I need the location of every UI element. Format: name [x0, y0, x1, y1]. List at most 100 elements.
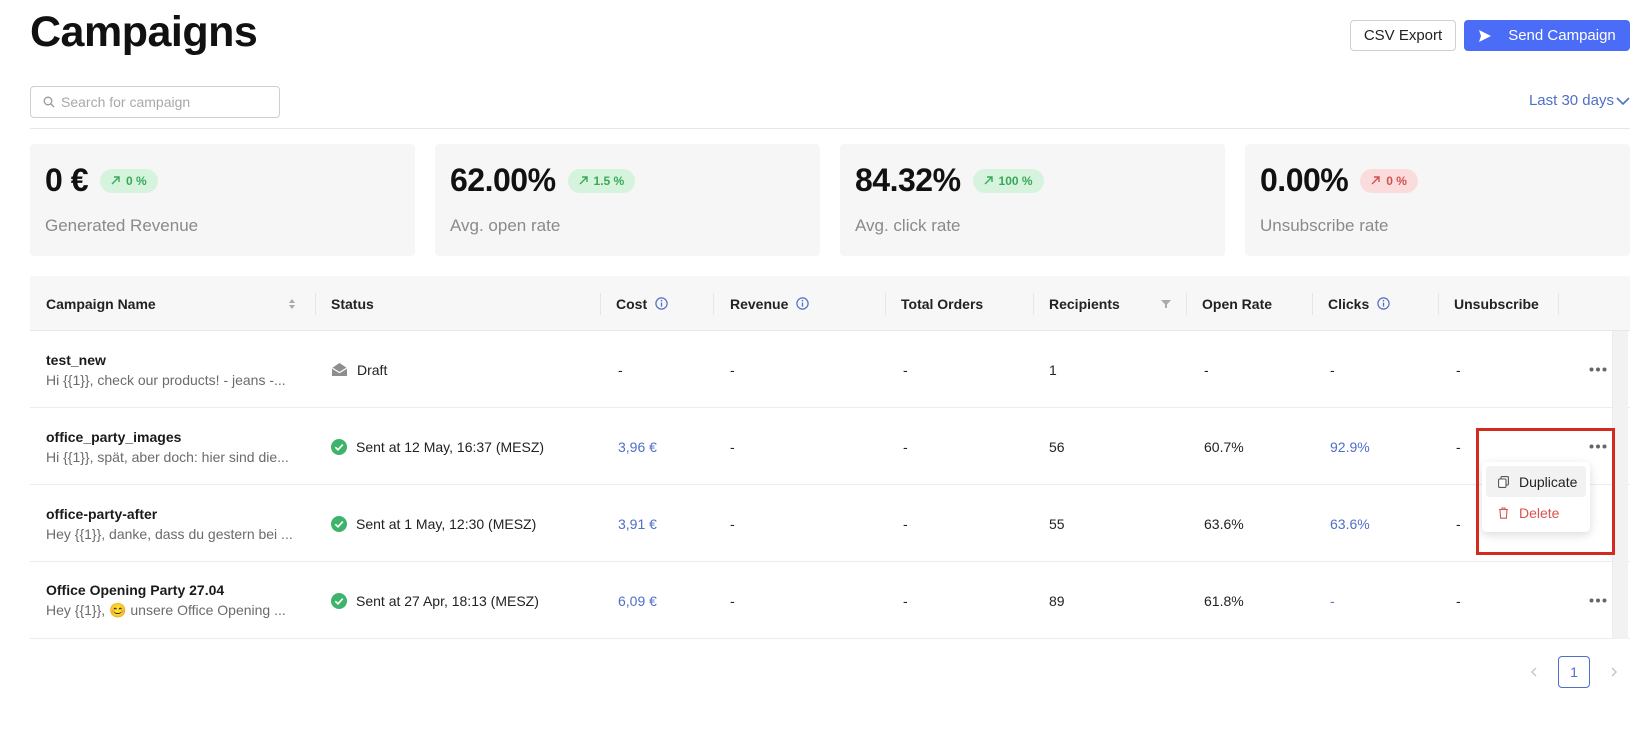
clicks-cell[interactable]: 63.6%	[1330, 515, 1370, 532]
revenue-cell: -	[730, 592, 735, 609]
trend-badge: 0 %	[99, 168, 158, 193]
stat-label: Avg. open rate	[450, 216, 561, 235]
column-divider	[1312, 293, 1313, 315]
column-divider	[315, 293, 316, 315]
campaign-name-cell: test_new Hi {{1}}, check our products! -…	[46, 331, 298, 408]
status-text: Sent at 1 May, 12:30 (MESZ)	[356, 515, 537, 532]
column-label: Clicks	[1328, 295, 1370, 312]
search-box[interactable]	[30, 86, 280, 118]
page-number-button[interactable]: 1	[1558, 656, 1590, 688]
status-cell: Sent at 12 May, 16:37 (MESZ)	[331, 408, 544, 485]
campaigns-table: Campaign Name Status Cost Revenue Total …	[30, 276, 1630, 639]
table-row[interactable]: office_party_images Hi {{1}}, spät, aber…	[30, 408, 1630, 485]
status-cell: Sent at 1 May, 12:30 (MESZ)	[331, 485, 536, 562]
column-header-clicks: Clicks	[1328, 276, 1390, 331]
orders-cell: -	[903, 361, 908, 378]
recipients-cell: 89	[1049, 592, 1065, 609]
trend-badge: 1.5 %	[567, 168, 636, 193]
next-page-button[interactable]	[1604, 656, 1624, 688]
cost-cell[interactable]: 3,96 €	[618, 438, 657, 455]
info-icon[interactable]	[655, 297, 668, 310]
row-actions-menu: Duplicate Delete	[1482, 462, 1590, 532]
delete-menu-item[interactable]: Delete	[1486, 497, 1586, 528]
column-header-campaign-name[interactable]: Campaign Name	[46, 276, 296, 331]
column-header-recipients[interactable]: Recipients	[1049, 276, 1171, 331]
column-label: Total Orders	[901, 295, 984, 312]
send-campaign-button[interactable]: Send Campaign	[1464, 20, 1630, 51]
column-divider	[1186, 293, 1187, 315]
unsubscribe-cell: -	[1456, 592, 1461, 609]
recipients-cell: 56	[1049, 438, 1065, 455]
campaign-name[interactable]: office_party_images	[46, 428, 182, 445]
table-row[interactable]: Office Opening Party 27.04 Hey {{1}}, 😊 …	[30, 562, 1630, 639]
stat-card-unsubscribe-rate: 0.00% 0 % Unsubscribe rate	[1245, 144, 1630, 256]
orders-cell: -	[903, 592, 908, 609]
more-horizontal-icon	[1589, 444, 1607, 449]
column-header-status: Status	[331, 276, 374, 331]
trend-value: 0 %	[125, 173, 147, 188]
filter-icon[interactable]	[1161, 299, 1171, 309]
status-cell: Draft	[331, 331, 387, 408]
campaign-name[interactable]: office-party-after	[46, 505, 158, 522]
table-row[interactable]: office-party-after Hey {{1}}, danke, das…	[30, 485, 1630, 562]
duplicate-menu-item[interactable]: Duplicate	[1486, 466, 1586, 497]
trend-value: 0 %	[1386, 173, 1407, 188]
more-horizontal-icon	[1589, 598, 1607, 603]
envelope-open-icon	[331, 363, 348, 376]
stat-value: 62.00%	[450, 162, 556, 198]
clicks-cell[interactable]: 92.9%	[1330, 438, 1370, 455]
date-range-select[interactable]: Last 30 days	[1529, 92, 1630, 109]
copy-icon	[1498, 475, 1509, 488]
campaign-name[interactable]: Office Opening Party 27.04	[46, 582, 225, 598]
search-input[interactable]	[61, 94, 261, 110]
page-title: Campaigns	[30, 8, 258, 56]
campaign-name-cell: office_party_images Hi {{1}}, spät, aber…	[46, 408, 298, 485]
column-header-open-rate: Open Rate	[1202, 276, 1272, 331]
unsubscribe-cell: -	[1456, 438, 1461, 455]
campaign-name-cell: office-party-after Hey {{1}}, danke, das…	[46, 485, 298, 562]
sort-icon	[289, 298, 295, 309]
open-rate-cell: 60.7%	[1204, 438, 1244, 455]
cost-cell[interactable]: 3,91 €	[618, 515, 657, 532]
csv-export-button[interactable]: CSV Export	[1350, 20, 1456, 51]
campaign-preview: Hi {{1}}, spät, aber doch: hier sind die…	[46, 448, 289, 465]
orders-cell: -	[903, 438, 908, 455]
column-label: Status	[331, 295, 374, 312]
send-campaign-label: Send Campaign	[1508, 27, 1616, 44]
stats-cards: 0 € 0 % Generated Revenue 62.00% 1.5 % A…	[30, 144, 1630, 256]
status-text: Draft	[357, 361, 388, 378]
campaign-preview: Hey {{1}}, 😊 unsere Office Opening ...	[46, 602, 286, 618]
cost-cell[interactable]: 6,09 €	[618, 592, 657, 609]
previous-page-button[interactable]	[1524, 656, 1544, 688]
check-circle-icon	[331, 515, 347, 532]
revenue-cell: -	[730, 515, 735, 532]
column-header-unsubscribe: Unsubscribe	[1454, 276, 1539, 331]
column-divider	[885, 293, 886, 315]
trend-badge: 0 %	[1360, 168, 1418, 193]
chevron-left-icon	[1530, 667, 1537, 677]
stat-card-open-rate: 62.00% 1.5 % Avg. open rate	[435, 144, 820, 256]
more-actions-button[interactable]	[1583, 331, 1613, 408]
campaign-name[interactable]: test_new	[46, 351, 106, 368]
unsubscribe-cell: -	[1456, 515, 1461, 532]
column-divider	[1558, 293, 1559, 315]
info-icon[interactable]	[796, 297, 810, 310]
stat-label: Generated Revenue	[45, 216, 199, 235]
column-divider	[713, 293, 714, 315]
menu-item-label: Delete	[1519, 504, 1560, 521]
campaign-name-cell: Office Opening Party 27.04 Hey {{1}}, 😊 …	[46, 562, 298, 639]
more-actions-button[interactable]	[1583, 562, 1613, 639]
revenue-cell: -	[730, 361, 735, 378]
info-icon[interactable]	[1377, 297, 1390, 310]
status-cell: Sent at 27 Apr, 18:13 (MESZ)	[331, 562, 539, 639]
chevron-right-icon	[1611, 667, 1618, 677]
column-label: Unsubscribe	[1454, 295, 1539, 312]
more-actions-button[interactable]	[1583, 408, 1613, 485]
table-row[interactable]: test_new Hi {{1}}, check our products! -…	[30, 331, 1630, 408]
unsubscribe-cell: -	[1456, 361, 1461, 378]
clicks-cell[interactable]: -	[1330, 592, 1335, 609]
arrow-up-right-icon	[111, 176, 120, 185]
more-horizontal-icon	[1589, 367, 1607, 372]
search-icon	[43, 96, 55, 108]
arrow-up-right-icon	[984, 176, 993, 185]
